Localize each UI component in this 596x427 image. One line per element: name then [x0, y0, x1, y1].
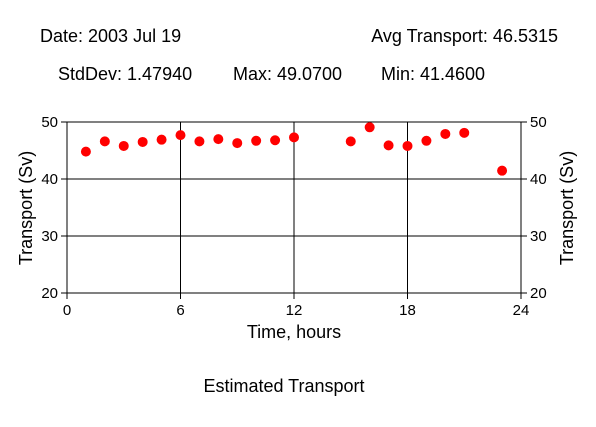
- x-axis-title: Time, hours: [247, 322, 341, 342]
- data-point: [345, 136, 356, 147]
- data-point: [118, 140, 129, 151]
- data-point: [232, 138, 243, 149]
- y-tick-label-left: 20: [41, 285, 58, 302]
- min-label: Min: 41.4600: [381, 64, 485, 84]
- date-label: Date: 2003 Jul 19: [40, 26, 181, 46]
- chart-caption: Estimated Transport: [203, 376, 364, 396]
- y-tick-label-right: 30: [530, 228, 547, 245]
- avg-transport-label: Avg Transport: 46.5315: [371, 26, 558, 46]
- data-point: [289, 132, 299, 143]
- data-point: [364, 122, 375, 133]
- data-point: [383, 140, 394, 151]
- y-tick-label-left: 40: [41, 171, 58, 188]
- data-point: [156, 134, 167, 145]
- y-tick-label-right: 50: [530, 114, 547, 131]
- data-point: [402, 140, 413, 151]
- data-point: [213, 134, 224, 145]
- data-point: [421, 135, 432, 146]
- data-point: [270, 135, 281, 146]
- grid-lines: [67, 122, 521, 293]
- y-tick-label-right: 20: [530, 285, 547, 302]
- x-tick-label: 6: [176, 302, 184, 319]
- data-point: [137, 136, 148, 147]
- max-label: Max: 49.0700: [233, 64, 342, 84]
- x-tick-label: 18: [399, 302, 416, 319]
- y-axis-title-right: Transport (Sv): [557, 151, 577, 265]
- data-point: [459, 127, 470, 138]
- data-point: [440, 128, 451, 139]
- x-tick-label: 24: [513, 302, 530, 319]
- y-tick-label-left: 30: [41, 228, 58, 245]
- data-point: [175, 130, 186, 141]
- data-point: [80, 146, 91, 157]
- data-points: [80, 122, 508, 176]
- data-point: [251, 135, 262, 146]
- x-tick-label: 0: [63, 302, 71, 319]
- data-point: [497, 165, 508, 176]
- y-axis-title-left: Transport (Sv): [16, 151, 36, 265]
- data-point: [194, 136, 205, 147]
- y-tick-label-left: 50: [41, 114, 58, 131]
- stddev-label: StdDev: 1.47940: [58, 64, 192, 84]
- data-point: [99, 136, 110, 147]
- y-tick-label-right: 40: [530, 171, 547, 188]
- x-tick-label: 12: [286, 302, 303, 319]
